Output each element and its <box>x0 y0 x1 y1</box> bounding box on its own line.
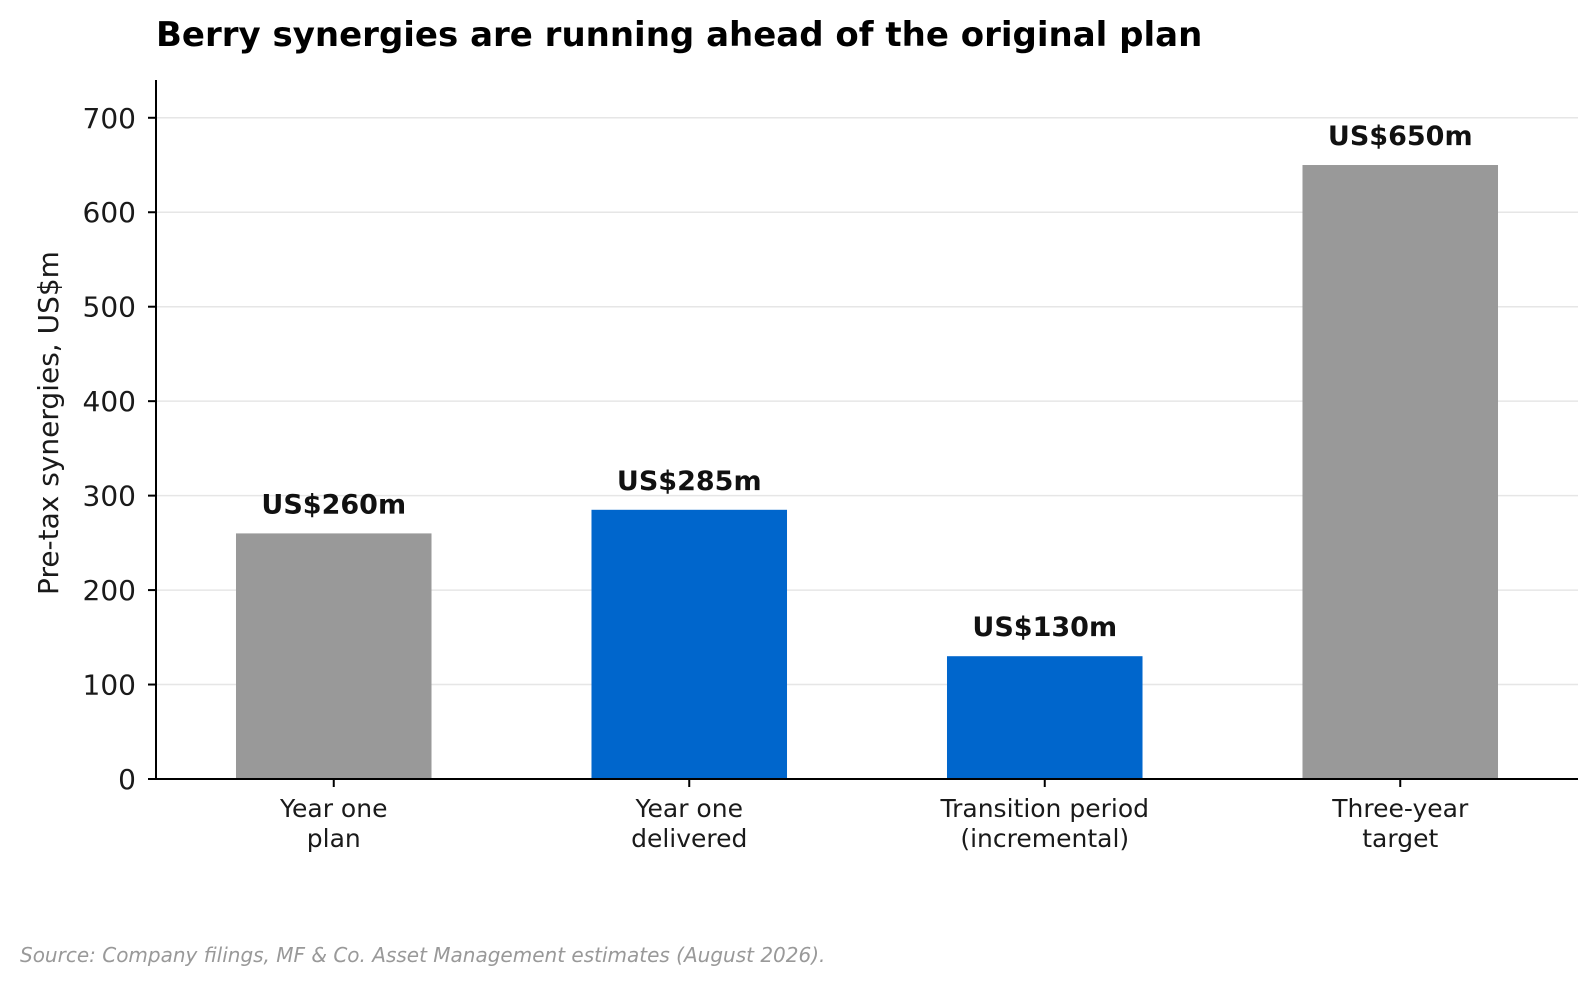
x-tick-label: (incremental) <box>960 824 1129 853</box>
bar-0 <box>235 533 432 779</box>
x-tick-label: Year one <box>279 794 387 823</box>
bars <box>235 165 1499 779</box>
y-axis-ticks: 0 100 200 300 400 500 600 700 <box>83 102 156 796</box>
x-tick-label: plan <box>307 824 361 853</box>
y-tick-label: 300 <box>83 480 136 513</box>
y-tick-label: 700 <box>83 102 136 135</box>
bar-2 <box>946 656 1143 779</box>
bar-3 <box>1302 165 1499 779</box>
data-label-2: US$130m <box>972 612 1117 643</box>
x-tick-label: Year one <box>635 794 743 823</box>
y-axis-label: Pre-tax synergies, US$m <box>32 251 65 595</box>
y-tick-label: 100 <box>83 669 136 702</box>
data-labels: US$260m US$285m US$130m US$650m <box>261 121 1472 643</box>
y-tick-label: 500 <box>83 291 136 324</box>
data-label-0: US$260m <box>261 489 406 520</box>
y-tick-label: 0 <box>118 763 136 796</box>
x-tick-label: Three-year <box>1331 794 1469 823</box>
data-label-1: US$285m <box>617 466 762 497</box>
bar-1 <box>591 509 788 779</box>
x-tick-label: Transition period <box>940 794 1149 823</box>
y-tick-label: 200 <box>83 574 136 607</box>
source-note: Source: Company filings, MF & Co. Asset … <box>20 943 825 967</box>
y-tick-label: 400 <box>83 385 136 418</box>
data-label-3: US$650m <box>1328 121 1473 152</box>
x-tick-label: target <box>1362 824 1438 853</box>
chart-title: Berry synergies are running ahead of the… <box>156 15 1202 55</box>
x-tick-label: delivered <box>631 824 747 853</box>
y-tick-label: 600 <box>83 196 136 229</box>
